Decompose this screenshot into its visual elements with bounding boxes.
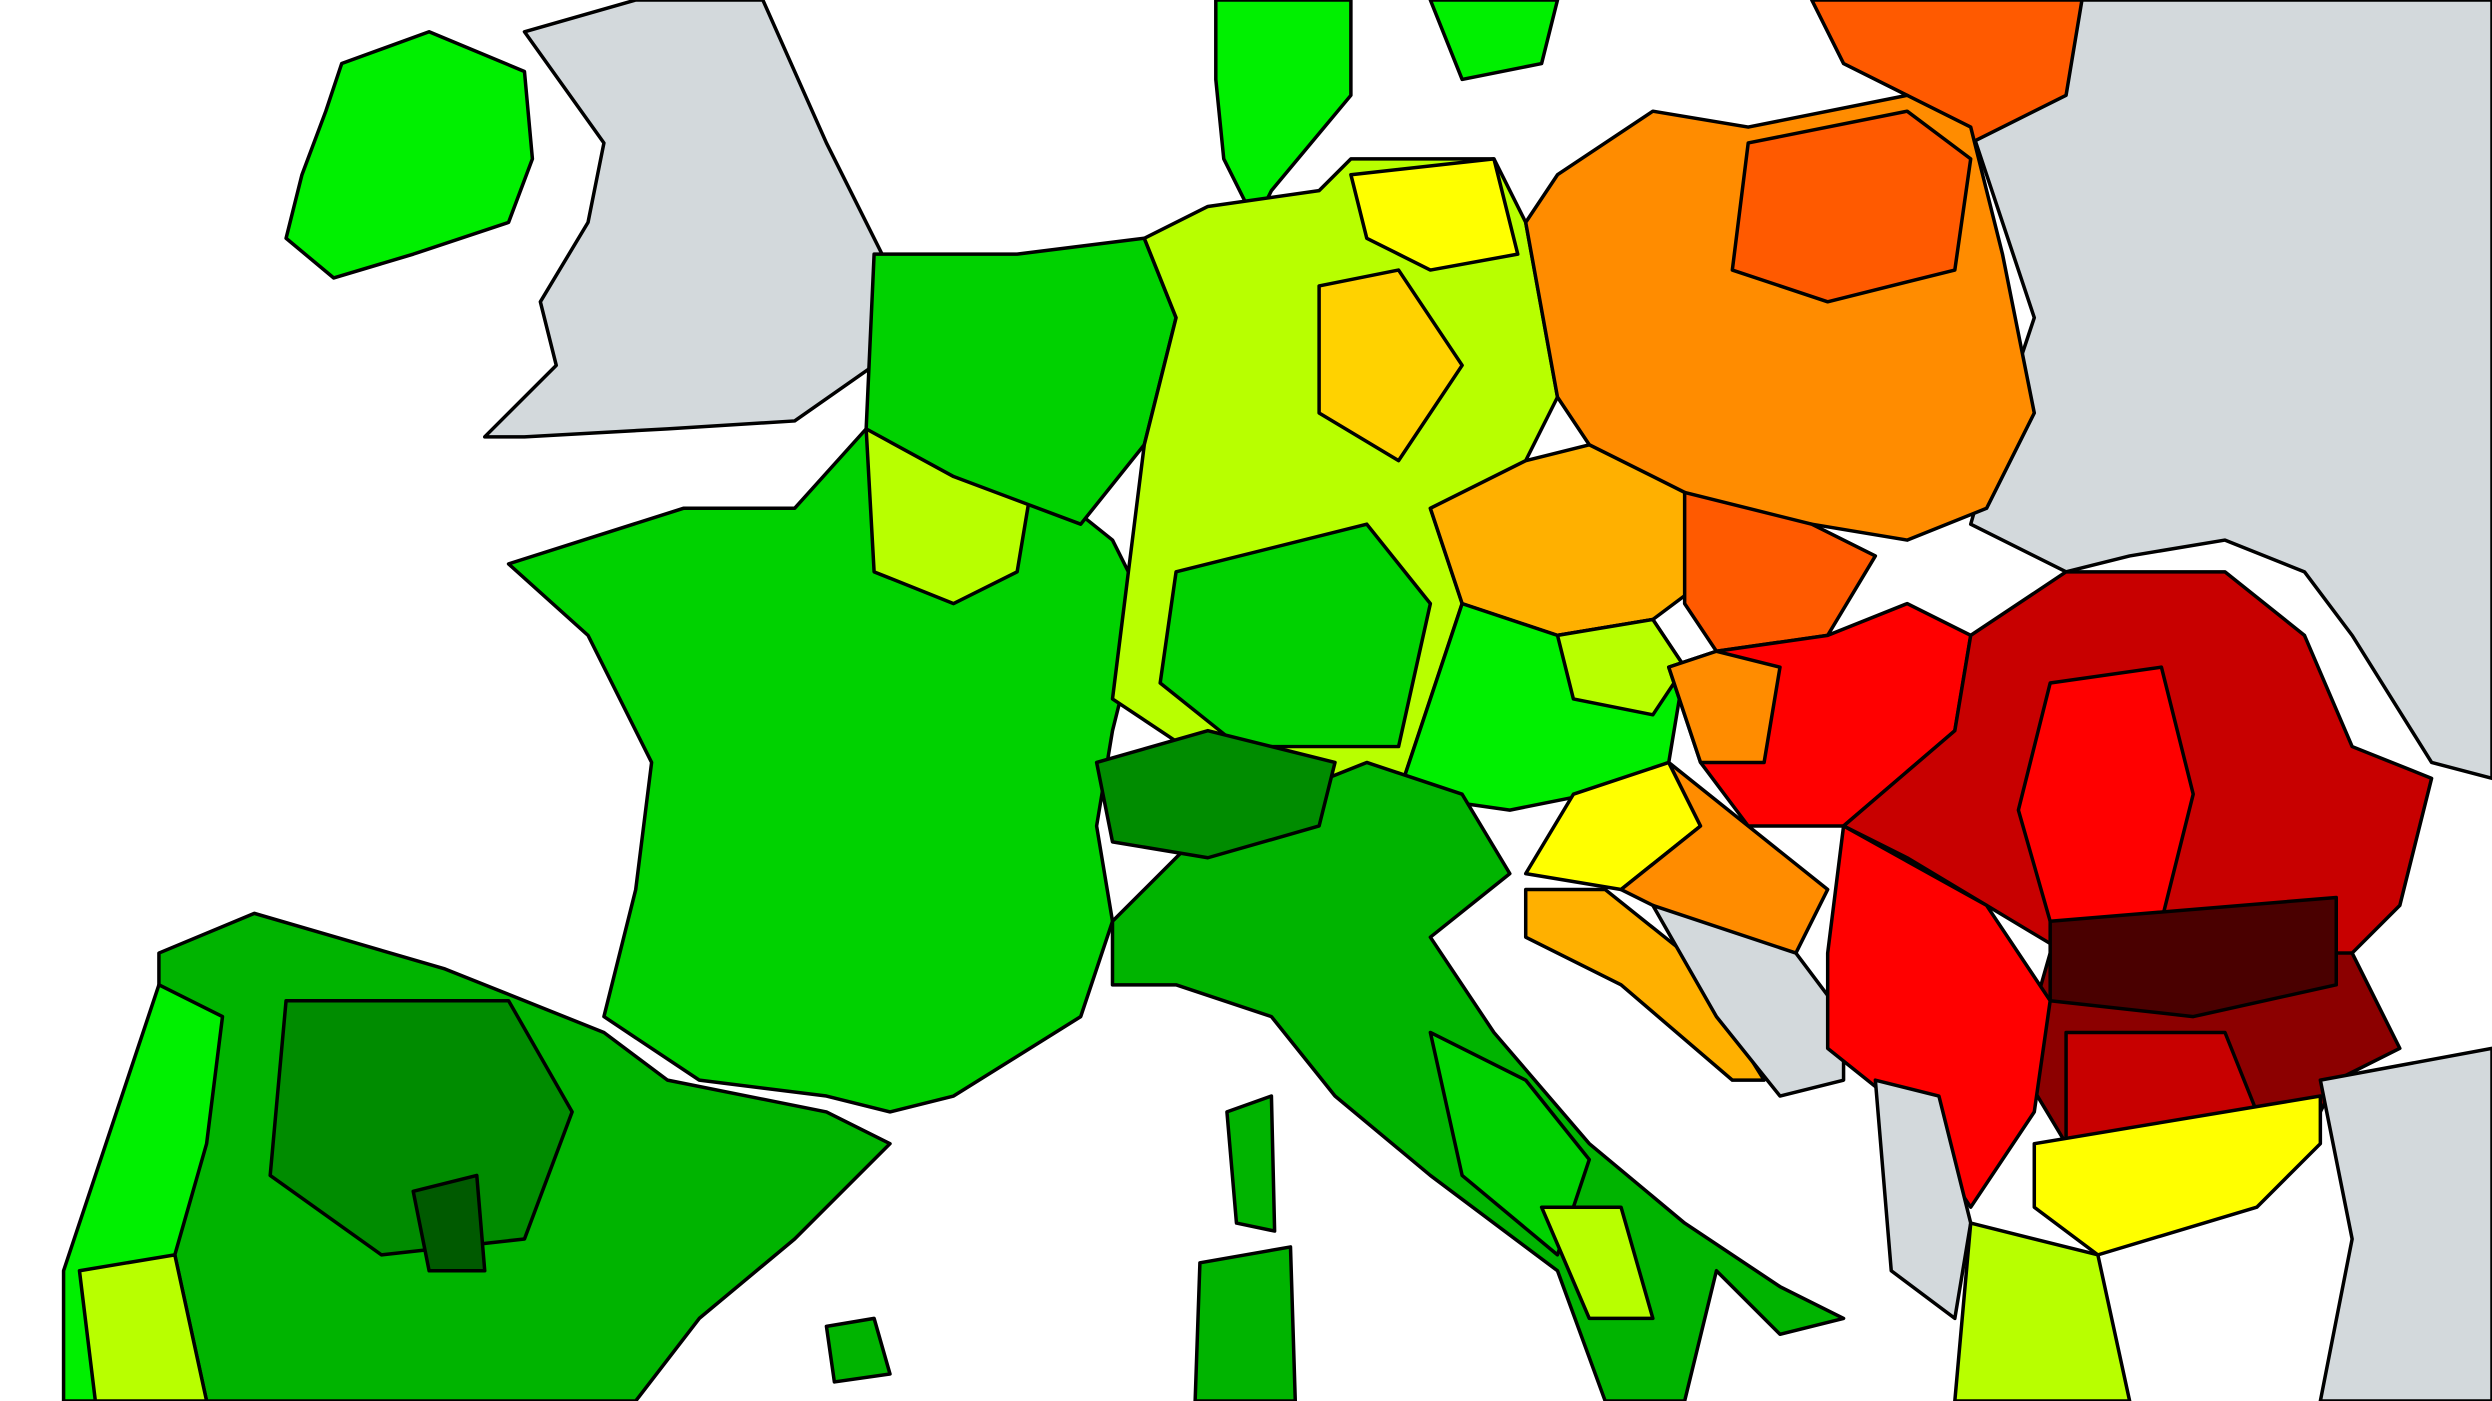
region-croatia-coast: [1523, 887, 1766, 1082]
region-poland-east: [1730, 109, 1973, 304]
region-west-balkans-no-data: [1651, 903, 1846, 1098]
region-portugal-south: [77, 1253, 209, 1401]
region-greece-north: [2032, 1094, 2323, 1257]
region-romania-center: [2016, 665, 2195, 924]
region-germany-central: [1317, 268, 1464, 463]
region-turkey-no-data: [2318, 1046, 2492, 1401]
region-serbia: [1825, 824, 2052, 1209]
region-spain-madrid: [411, 1173, 487, 1273]
region-greece-south: [1953, 1221, 2132, 1401]
region-sardinia: [1193, 1245, 1298, 1401]
region-italy-calabria: [1539, 1205, 1655, 1321]
region-ireland: [284, 30, 535, 280]
region-uk: [482, 0, 892, 439]
region-germany-north-east: [1349, 157, 1520, 272]
region-corsica: [1225, 1094, 1277, 1233]
region-switzerland: [1094, 728, 1337, 860]
region-sweden: [1428, 0, 1560, 82]
region-danube-band: [2048, 895, 2338, 1019]
region-austria-east: [1555, 617, 1687, 717]
region-sicily: [824, 1316, 892, 1384]
region-hungary-west: [1667, 649, 1782, 765]
region-spain-center: [268, 998, 574, 1257]
region-france: [506, 427, 1147, 1114]
region-albania-no-data: [1873, 1078, 1973, 1321]
region-germany-south: [1158, 522, 1433, 749]
